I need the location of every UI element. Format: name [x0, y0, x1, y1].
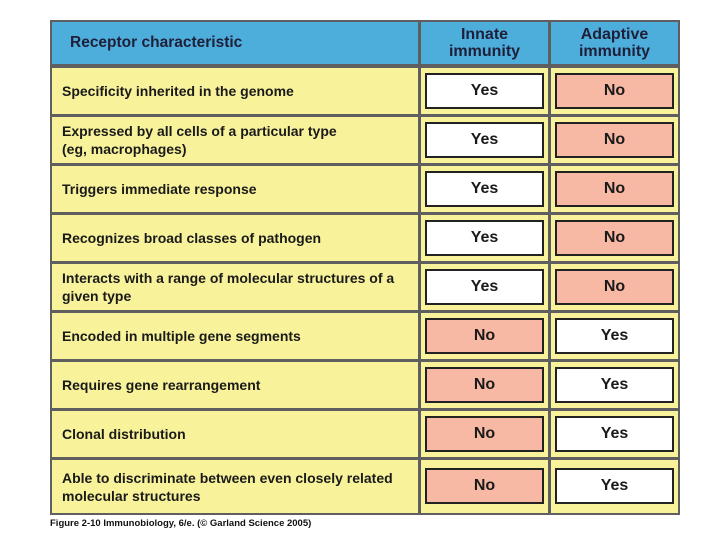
adaptive-answer: No	[555, 73, 674, 109]
header-adaptive-line2: immunity	[578, 43, 651, 60]
figure-caption: Figure 2-10 Immunobiology, 6/e. (© Garla…	[50, 518, 312, 529]
innate-answer: No	[425, 468, 544, 504]
table-row-label: Encoded in multiple gene segments	[52, 313, 418, 359]
row-label-line2: (eg, macrophages)	[62, 141, 187, 157]
row-label-line1: Clonal distribution	[62, 426, 186, 442]
adaptive-cell: Yes	[551, 411, 678, 457]
innate-answer: Yes	[425, 269, 544, 305]
adaptive-answer: Yes	[555, 367, 674, 403]
header-innate-line1: Innate	[460, 26, 509, 43]
row-label-line1: Interacts with a range of molecular stru…	[62, 270, 395, 286]
row-label-line1: Able to discriminate between even closel…	[62, 469, 393, 486]
innate-answer: No	[425, 318, 544, 354]
adaptive-cell: No	[551, 215, 678, 261]
header-adaptive-line1: Adaptive	[580, 26, 649, 43]
header-adaptive: Adaptive immunity	[551, 22, 678, 64]
header-innate: Innate immunity	[421, 22, 548, 64]
innate-cell: Yes	[421, 264, 548, 310]
innate-answer: Yes	[425, 171, 544, 207]
adaptive-answer: Yes	[555, 318, 674, 354]
header-innate-line2: immunity	[448, 43, 521, 60]
adaptive-cell: No	[551, 264, 678, 310]
innate-cell: Yes	[421, 117, 548, 163]
adaptive-cell: No	[551, 117, 678, 163]
innate-cell: No	[421, 411, 548, 457]
table-row-label: Specificity inherited in the genome	[52, 68, 418, 114]
table-row-label: Requires gene rearrangement	[52, 362, 418, 408]
adaptive-cell: Yes	[551, 313, 678, 359]
row-label-line1: Requires gene rearrangement	[62, 377, 261, 393]
table-row-label: Clonal distribution	[52, 411, 418, 457]
adaptive-cell: Yes	[551, 362, 678, 408]
row-label-line2: given type	[62, 288, 132, 304]
innate-answer: Yes	[425, 220, 544, 256]
header-characteristic: Receptor characteristic	[52, 22, 418, 64]
table-row-label: Expressed by all cells of a particular t…	[52, 117, 418, 163]
adaptive-answer: Yes	[555, 416, 674, 452]
innate-cell: No	[421, 362, 548, 408]
row-label-line1: Encoded in multiple gene segments	[62, 328, 301, 344]
innate-answer: No	[425, 416, 544, 452]
adaptive-answer: No	[555, 269, 674, 305]
adaptive-cell: No	[551, 68, 678, 114]
row-label-line1: Recognizes broad classes of pathogen	[62, 230, 322, 246]
adaptive-answer: No	[555, 122, 674, 158]
innate-cell: Yes	[421, 68, 548, 114]
innate-answer: No	[425, 367, 544, 403]
adaptive-answer: No	[555, 171, 674, 207]
innate-answer: Yes	[425, 73, 544, 109]
header-characteristic-label: Receptor characteristic	[70, 34, 243, 51]
innate-cell: Yes	[421, 166, 548, 212]
innate-answer: Yes	[425, 122, 544, 158]
row-label-line1: Expressed by all cells of a particular t…	[62, 123, 337, 139]
table-row-label: Interacts with a range of molecular stru…	[52, 264, 418, 310]
adaptive-cell: Yes	[551, 460, 678, 513]
table-row-label: Able to discriminate between even closel…	[52, 460, 418, 513]
row-label-line1: Triggers immediate response	[62, 181, 257, 197]
table-row-label: Recognizes broad classes of pathogen	[52, 215, 418, 261]
innate-cell: No	[421, 313, 548, 359]
table-row-label: Triggers immediate response	[52, 166, 418, 212]
innate-cell: No	[421, 460, 548, 513]
adaptive-answer: Yes	[555, 468, 674, 504]
row-label-line2: molecular structures	[62, 487, 201, 504]
adaptive-answer: No	[555, 220, 674, 256]
innate-cell: Yes	[421, 215, 548, 261]
row-label-line1: Specificity inherited in the genome	[62, 83, 294, 99]
receptor-comparison-table: Receptor characteristic Innate immunity …	[50, 20, 680, 515]
adaptive-cell: No	[551, 166, 678, 212]
